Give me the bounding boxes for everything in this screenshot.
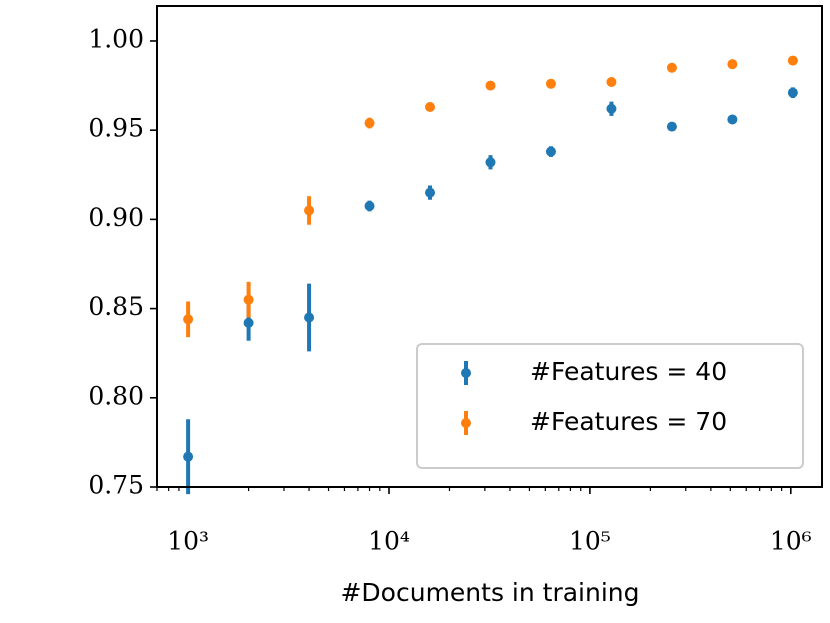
data-point <box>787 55 798 66</box>
x-tick-label: 10⁵ <box>569 527 611 556</box>
data-point <box>425 101 436 112</box>
legend-box <box>416 343 804 469</box>
data-point <box>545 78 556 89</box>
data-point <box>606 103 617 114</box>
legend-marker <box>461 418 471 428</box>
data-point <box>364 118 375 129</box>
data-point <box>364 201 375 212</box>
data-point <box>666 121 677 132</box>
y-tick-label: 1.00 <box>88 24 144 53</box>
y-tick-label: 0.80 <box>88 381 144 410</box>
data-point <box>485 80 496 91</box>
data-point <box>243 317 254 328</box>
x-tick-label: 10³ <box>167 527 209 556</box>
legend-label: #Features = 70 <box>530 407 727 436</box>
x-tick-label: 10⁶ <box>770 527 812 556</box>
data-point <box>304 205 315 216</box>
y-tick-label: 0.85 <box>88 292 144 321</box>
data-point <box>243 294 254 305</box>
x-tick-label: 10⁴ <box>368 527 410 556</box>
plot-frame <box>156 5 823 488</box>
data-point <box>425 187 436 198</box>
legend-marker <box>461 368 471 378</box>
y-tick-label: 0.75 <box>88 471 144 500</box>
legend-label: #Features = 40 <box>530 357 727 386</box>
data-point <box>727 114 738 125</box>
data-point <box>183 314 194 325</box>
y-tick-label: 0.95 <box>88 114 144 143</box>
data-point <box>304 312 315 323</box>
data-point <box>545 146 556 157</box>
data-point <box>485 157 496 168</box>
data-point <box>666 62 677 73</box>
x-axis-label: #Documents in training <box>340 578 639 607</box>
data-point <box>183 451 194 462</box>
y-tick-label: 0.90 <box>88 203 144 232</box>
data-point <box>727 59 738 70</box>
data-point <box>606 77 617 88</box>
data-point <box>787 87 798 98</box>
